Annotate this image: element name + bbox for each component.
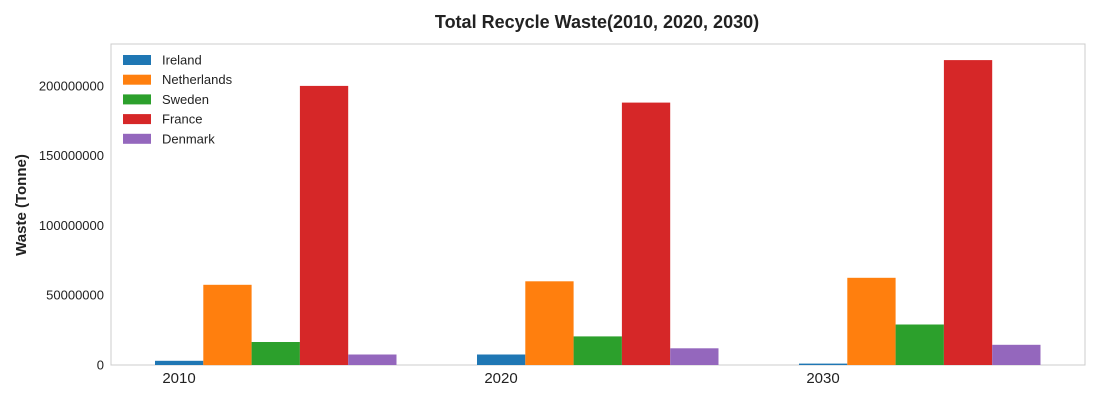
legend-label-ireland: Ireland: [162, 53, 202, 68]
bar-sweden-2020: [573, 336, 622, 365]
bar-france-2010: [299, 85, 349, 366]
plot-area: [110, 43, 1086, 366]
legend-swatch-ireland: [123, 55, 151, 65]
y-tick-label: 150000000: [39, 148, 104, 163]
bar-ireland-2030: [799, 363, 848, 365]
bar-sweden-2030: [895, 324, 944, 365]
y-tick-label: 200000000: [39, 78, 104, 93]
bar-netherlands-2030: [847, 277, 896, 365]
bar-denmark-2030: [992, 344, 1041, 365]
bar-denmark-2020: [670, 348, 719, 365]
bar-ireland-2020: [477, 354, 526, 365]
y-tick-label: 50000000: [46, 288, 104, 303]
legend-label-sweden: Sweden: [162, 92, 209, 107]
legend: Ireland Netherlands Sweden France Denmark: [123, 53, 233, 146]
bars-group: [155, 60, 1041, 366]
legend-label-netherlands: Netherlands: [162, 72, 233, 87]
legend-swatch-denmark: [123, 133, 151, 144]
bar-netherlands-2010: [203, 284, 252, 366]
bar-france-2020: [621, 102, 671, 365]
bar-sweden-2010: [251, 342, 300, 365]
x-ticks-group: 2010 2020 2030: [162, 370, 839, 387]
bar-ireland-2010: [155, 360, 204, 365]
chart-title: Total Recycle Waste(2010, 2020, 2030): [435, 12, 759, 32]
bar-denmark-2010: [348, 354, 397, 365]
y-tick-label: 0: [97, 358, 104, 373]
y-tick-label: 100000000: [39, 218, 104, 233]
bar-netherlands-2020: [525, 281, 574, 365]
legend-label-denmark: Denmark: [162, 131, 215, 146]
x-tick-label-2010: 2010: [162, 370, 195, 387]
x-tick-label-2020: 2020: [484, 370, 517, 387]
legend-swatch-sweden: [123, 94, 151, 105]
y-ticks-group: 0 50000000 100000000 150000000 200000000: [39, 78, 104, 372]
legend-swatch-netherlands: [123, 74, 151, 85]
legend-label-france: France: [162, 112, 202, 127]
legend-swatch-france: [123, 114, 151, 125]
y-axis-label: Waste (Tonne): [13, 154, 30, 256]
bar-france-2030: [943, 60, 993, 365]
x-tick-label-2030: 2030: [806, 370, 839, 387]
